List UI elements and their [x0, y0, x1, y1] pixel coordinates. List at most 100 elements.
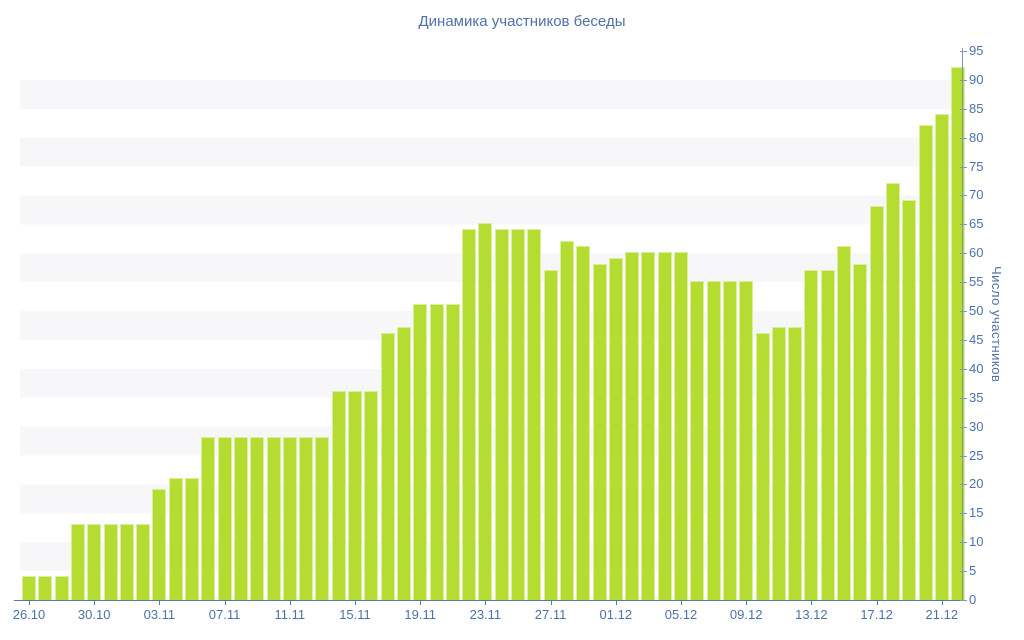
- y-axis-tick: [960, 368, 967, 370]
- y-axis-tick-label: 50: [969, 303, 984, 319]
- bar[interactable]: [282, 437, 297, 600]
- y-axis-tick-label: 10: [969, 534, 984, 550]
- bar[interactable]: [820, 270, 835, 600]
- bar[interactable]: [168, 478, 183, 600]
- bar[interactable]: [217, 437, 232, 600]
- x-axis-tick: [289, 601, 291, 605]
- y-axis-tick-label: 95: [969, 43, 984, 58]
- y-axis-tick: [960, 455, 967, 457]
- bar[interactable]: [396, 327, 411, 600]
- bar[interactable]: [103, 524, 118, 600]
- y-axis-tick-label: 65: [969, 216, 984, 232]
- y-axis-tick: [960, 224, 967, 226]
- y-axis-tick: [960, 571, 967, 573]
- bar[interactable]: [413, 304, 428, 600]
- y-axis-tick: [960, 397, 967, 399]
- bar[interactable]: [266, 437, 281, 600]
- y-axis-tick-label: 60: [969, 245, 984, 261]
- bar[interactable]: [494, 229, 509, 600]
- bar[interactable]: [478, 223, 493, 600]
- bar[interactable]: [87, 524, 102, 600]
- bar[interactable]: [657, 252, 672, 600]
- bar[interactable]: [576, 246, 591, 600]
- y-axis-tick: [960, 108, 967, 110]
- bar[interactable]: [641, 252, 656, 600]
- bar[interactable]: [885, 183, 900, 600]
- y-axis-tick-label: 90: [969, 71, 984, 87]
- bar[interactable]: [706, 281, 721, 600]
- bar[interactable]: [233, 437, 248, 600]
- y-axis-tick-label: 35: [969, 389, 984, 405]
- bar[interactable]: [445, 304, 460, 600]
- bar[interactable]: [250, 437, 265, 600]
- x-axis-tick-label: 23.11: [469, 607, 502, 622]
- bar[interactable]: [54, 576, 69, 600]
- bar[interactable]: [625, 252, 640, 600]
- bar[interactable]: [788, 327, 803, 600]
- bar[interactable]: [918, 125, 933, 600]
- bar[interactable]: [608, 258, 623, 600]
- bar[interactable]: [543, 270, 558, 600]
- y-axis-title: Число участников: [989, 266, 1004, 383]
- bar[interactable]: [592, 264, 607, 600]
- bar[interactable]: [201, 437, 216, 600]
- bar[interactable]: [429, 304, 444, 600]
- bar[interactable]: [951, 67, 966, 600]
- x-axis-tick-label: 17.12: [860, 607, 893, 622]
- bar[interactable]: [315, 437, 330, 600]
- y-axis-tick: [960, 600, 967, 601]
- bar[interactable]: [152, 489, 167, 600]
- bar[interactable]: [38, 576, 53, 600]
- x-axis-line: [14, 600, 964, 601]
- y-axis-tick-label: 5: [969, 563, 977, 579]
- y-axis-tick-label: 0: [969, 592, 977, 607]
- y-axis-tick: [960, 51, 967, 52]
- x-axis-tick-label: 09.12: [729, 607, 763, 622]
- bar[interactable]: [380, 333, 395, 600]
- bar[interactable]: [869, 206, 884, 600]
- y-axis-tick-label: 30: [969, 418, 984, 434]
- y-axis-tick-label: 85: [969, 100, 984, 116]
- y-axis-tick: [960, 426, 967, 428]
- bar[interactable]: [853, 264, 868, 600]
- bar[interactable]: [804, 270, 819, 600]
- bar[interactable]: [755, 333, 770, 600]
- x-axis-tick-label: 27.11: [534, 607, 567, 622]
- x-axis-tick: [811, 601, 813, 605]
- x-axis-tick: [159, 601, 161, 605]
- bar[interactable]: [674, 252, 688, 600]
- bar[interactable]: [722, 281, 737, 600]
- bar[interactable]: [299, 437, 314, 600]
- bar[interactable]: [136, 524, 151, 600]
- bar[interactable]: [837, 246, 851, 600]
- bar[interactable]: [70, 524, 85, 600]
- x-axis-tick-label: 19.11: [404, 607, 436, 622]
- y-axis-tick-label: 40: [969, 360, 984, 376]
- bar[interactable]: [348, 391, 362, 600]
- bar[interactable]: [902, 200, 917, 600]
- bar[interactable]: [771, 327, 786, 600]
- bar[interactable]: [119, 524, 134, 600]
- plot-area: [20, 51, 966, 600]
- bar[interactable]: [22, 576, 36, 600]
- bar[interactable]: [331, 391, 346, 600]
- bar[interactable]: [690, 281, 705, 600]
- bar[interactable]: [739, 281, 754, 600]
- x-axis-tick-label: 01.12: [599, 607, 633, 622]
- x-axis-tick-label: 07.11: [208, 607, 241, 622]
- x-axis-tick: [94, 601, 96, 605]
- y-axis-tick: [960, 253, 967, 255]
- bar[interactable]: [934, 114, 949, 600]
- x-axis-tick-label: 11.11: [274, 607, 306, 622]
- bar[interactable]: [527, 229, 542, 600]
- bar[interactable]: [511, 229, 525, 600]
- x-axis-tick: [550, 601, 552, 605]
- bar[interactable]: [462, 229, 477, 600]
- y-axis-tick: [960, 339, 967, 341]
- bar[interactable]: [364, 391, 379, 600]
- bar[interactable]: [559, 241, 574, 600]
- bar[interactable]: [185, 478, 199, 600]
- x-axis-tick-label: 15.11: [339, 607, 371, 622]
- x-axis-tick: [29, 601, 30, 605]
